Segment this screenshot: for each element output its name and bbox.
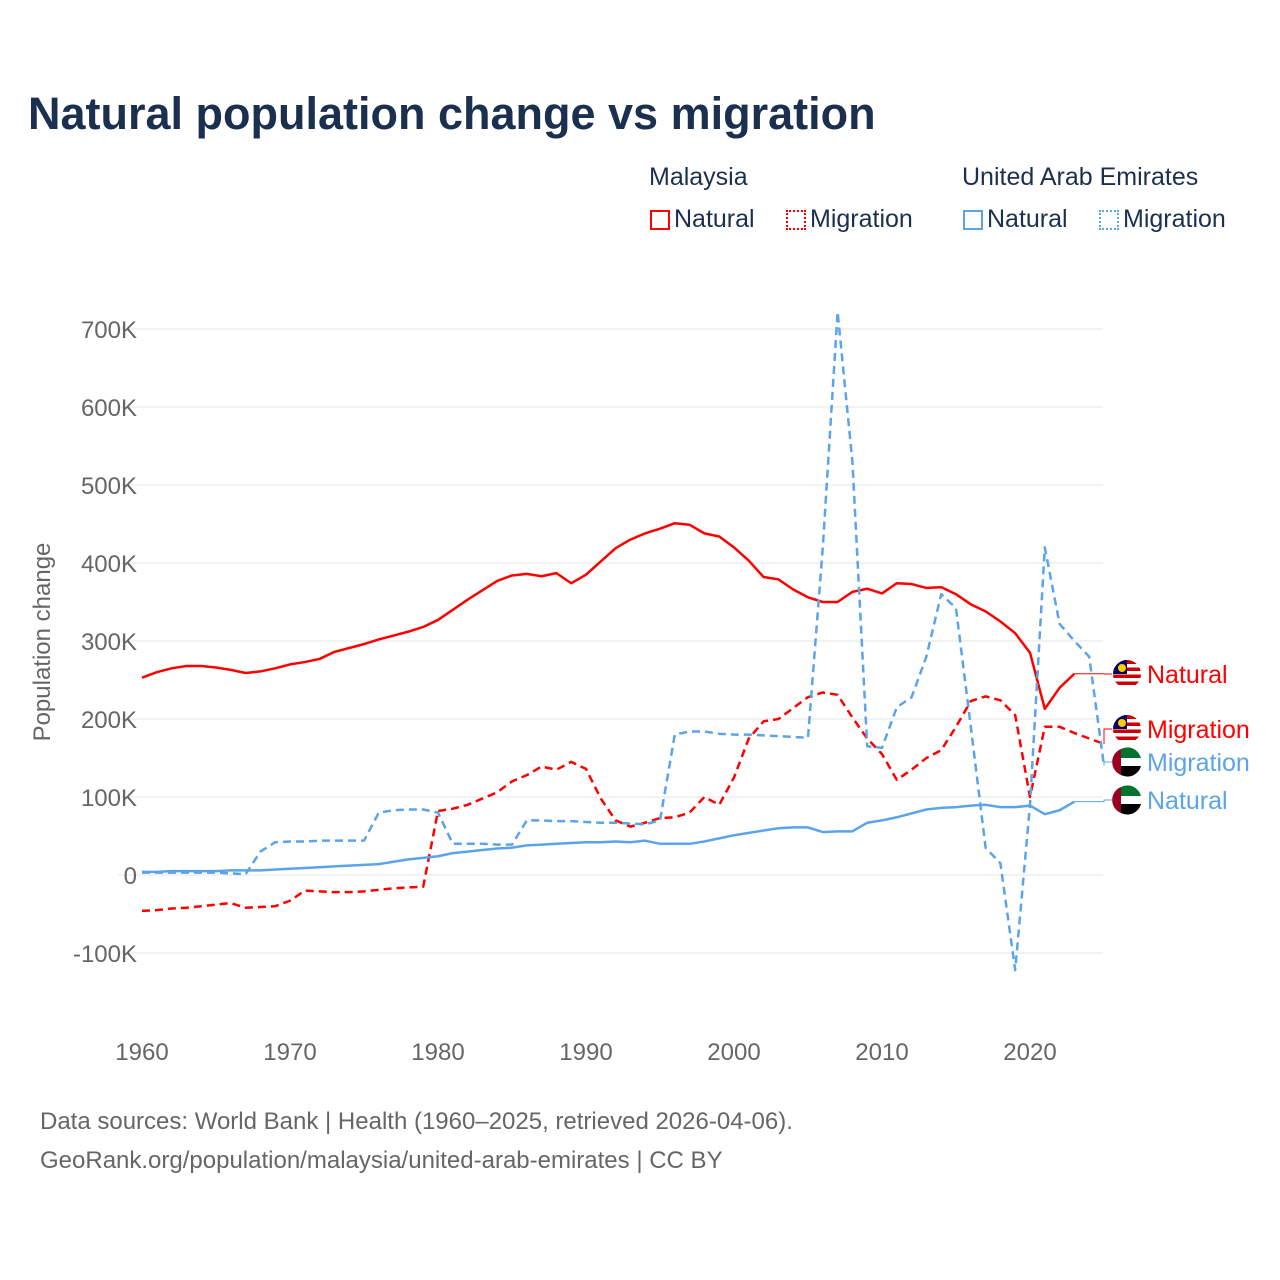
flag-green	[1121, 785, 1141, 796]
end-label-my-migration: Migration	[1147, 716, 1250, 744]
label-connector	[1074, 799, 1112, 803]
legend-label: Natural	[674, 205, 755, 233]
series-line-my-migration	[141, 691, 1105, 913]
legend-label: Natural	[987, 205, 1068, 233]
y-tick-label: 600K	[81, 395, 137, 422]
y-tick-label: 500K	[81, 473, 137, 500]
x-tick-label: 1990	[559, 1039, 612, 1066]
legend-item-malaysia-migration[interactable]: Migration	[786, 205, 913, 234]
flag-green	[1121, 747, 1141, 758]
legend-item-uae-migration[interactable]: Migration	[1099, 205, 1226, 234]
flag-stripe	[1113, 733, 1141, 737]
flag-stripe	[1113, 740, 1141, 744]
legend-group-uae: United Arab Emirates	[962, 163, 1199, 191]
flag-crescent	[1118, 719, 1126, 727]
label-connector	[1103, 761, 1112, 766]
end-label-uae-migration: Migration	[1147, 749, 1250, 777]
legend-label: Migration	[810, 205, 913, 233]
legend-group-malaysia: Malaysia	[649, 163, 748, 191]
flag-red	[1112, 787, 1121, 813]
solid-swatch-icon	[963, 209, 983, 230]
label-connector	[1103, 728, 1112, 744]
series-line-uae-natural	[142, 800, 1076, 874]
flag-red	[1112, 749, 1121, 775]
dotted-swatch-icon	[1099, 209, 1119, 230]
x-tick-label: 2010	[855, 1039, 908, 1066]
y-tick-label: 100K	[81, 785, 137, 812]
y-tick-label: 0	[124, 863, 137, 890]
y-axis-label: Population change	[29, 543, 56, 742]
flag-black	[1121, 766, 1141, 777]
x-tick-label: 2020	[1003, 1039, 1056, 1066]
series-line-my-natural	[141, 521, 1076, 711]
y-tick-label: 700K	[81, 317, 137, 344]
legend-item-malaysia-natural[interactable]: Natural	[650, 205, 755, 234]
flag-crescent	[1118, 664, 1126, 672]
x-tick-label: 1980	[411, 1039, 464, 1066]
legend-label: Migration	[1123, 205, 1226, 233]
end-label-uae-natural: Natural	[1147, 787, 1228, 815]
chart-title: Natural population change vs migration	[28, 88, 876, 139]
end-label-my-natural: Natural	[1147, 661, 1228, 689]
x-tick-label: 2000	[707, 1039, 760, 1066]
x-tick-label: 1960	[115, 1039, 168, 1066]
series-line-uae-migration	[142, 310, 1106, 972]
flag-black	[1121, 804, 1141, 815]
y-tick-label: 300K	[81, 629, 137, 656]
dotted-swatch-icon	[786, 209, 806, 230]
source-line-2: GeoRank.org/population/malaysia/united-a…	[40, 1147, 723, 1174]
flag-stripe	[1113, 678, 1141, 682]
x-tick-label: 1970	[263, 1039, 316, 1066]
source-line-1: Data sources: World Bank | Health (1960–…	[40, 1108, 793, 1135]
flag-stripe	[1113, 685, 1141, 689]
legend-item-uae-natural[interactable]: Natural	[963, 205, 1068, 234]
y-tick-label: -100K	[73, 941, 137, 968]
y-tick-label: 400K	[81, 551, 137, 578]
y-tick-label: 200K	[81, 707, 137, 734]
solid-swatch-icon	[650, 209, 670, 230]
